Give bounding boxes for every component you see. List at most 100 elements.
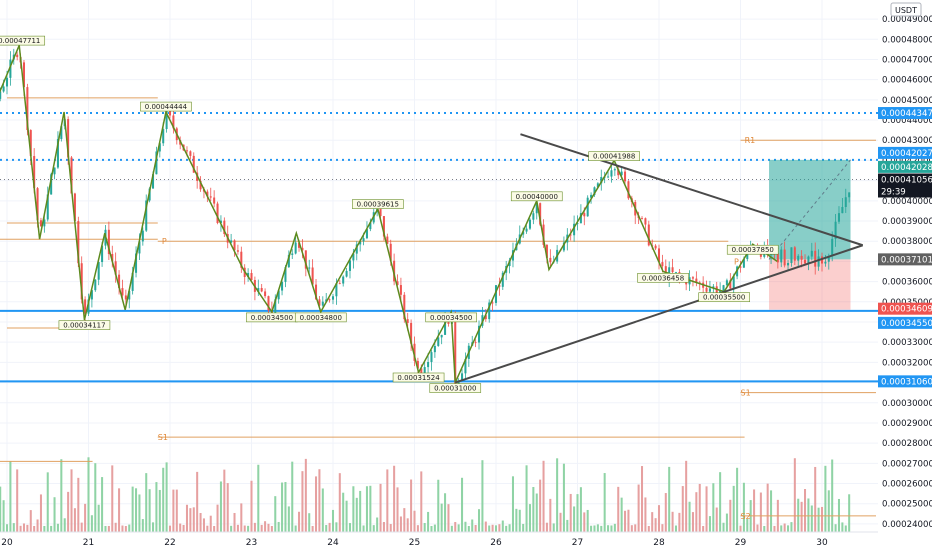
y-tick-label: 0.00029000 <box>882 419 932 429</box>
volume-bar <box>114 522 117 532</box>
volume-bar <box>556 458 559 532</box>
volume-bar <box>250 480 253 532</box>
pivot-label-box <box>140 101 192 112</box>
candle-body <box>56 138 59 168</box>
candle-body <box>545 244 548 258</box>
candle-body <box>304 250 307 269</box>
volume-bar <box>135 488 138 532</box>
candle-body <box>590 194 593 198</box>
x-tick-label: 29 <box>735 538 747 548</box>
candle-body <box>67 119 70 158</box>
candle-body <box>586 197 589 217</box>
volume-bar <box>804 489 807 532</box>
drawings[interactable] <box>0 45 864 384</box>
volume-bar <box>236 524 239 532</box>
candle-body <box>783 249 786 266</box>
volume-bar <box>172 489 175 532</box>
candle-body <box>352 253 355 261</box>
volume-bar <box>848 494 851 532</box>
candle-body <box>321 301 324 306</box>
price-tag <box>878 302 932 315</box>
volume-bar <box>600 525 603 532</box>
candle-body <box>87 299 90 314</box>
volume-bar <box>233 512 236 532</box>
candle-body <box>26 87 29 131</box>
candle-body <box>569 234 572 236</box>
candle-body <box>291 253 294 255</box>
pivot-label-box <box>0 35 46 46</box>
candle-body <box>610 170 613 177</box>
volume-bar <box>522 523 525 532</box>
volume-bar <box>729 499 732 532</box>
price-tag <box>878 173 932 186</box>
price-tags: 0.00044347 0.00042027 0.00042028 0.00041056… <box>878 107 932 388</box>
candle-body <box>708 288 711 292</box>
volume-bar <box>583 512 586 532</box>
currency-badge[interactable]: USDT <box>890 2 922 17</box>
candle-body <box>135 253 138 273</box>
level-label: S1 <box>741 389 751 398</box>
candle-body <box>236 250 239 252</box>
volume-bar <box>542 460 545 532</box>
volume-bar <box>719 472 722 532</box>
volume-bar <box>562 463 565 532</box>
candle-body <box>474 342 477 344</box>
volume-bar <box>185 504 188 532</box>
volume-bar <box>50 525 53 532</box>
candle-body <box>189 151 192 156</box>
volume-bar <box>331 509 335 532</box>
volume-bar <box>372 525 375 532</box>
candle-body <box>233 240 236 251</box>
volume-bar <box>355 497 358 532</box>
candle-body <box>216 203 219 223</box>
candle-body <box>478 325 481 343</box>
candle-body <box>562 242 565 251</box>
candle-body <box>661 262 664 267</box>
volume-bar <box>573 506 576 532</box>
candle-body <box>60 126 63 139</box>
volume-bars <box>0 457 851 532</box>
volume-bar <box>820 506 824 532</box>
volume-bar <box>342 492 345 532</box>
candle-body <box>124 295 127 300</box>
candle-body <box>624 171 627 182</box>
y-tick-label: 0.00046000 <box>882 76 932 86</box>
volume-bar <box>505 525 508 532</box>
volume-bar <box>501 520 504 532</box>
candle-body <box>488 302 491 320</box>
candle-body <box>0 91 2 99</box>
candle-body <box>423 367 426 374</box>
candle-body <box>223 220 226 235</box>
candle-body <box>576 223 579 225</box>
volume-bar <box>155 482 158 532</box>
volume-bar <box>9 461 12 532</box>
candle-body <box>705 287 708 292</box>
position-box[interactable] <box>768 159 851 310</box>
candle-body <box>152 174 155 189</box>
candle-body <box>494 285 498 303</box>
price-axis[interactable]: 0.00024000 0.00025000 0.00026000 0.00027000… <box>878 0 932 532</box>
price-tag <box>878 107 932 120</box>
volume-bar <box>674 525 677 532</box>
candle-body <box>199 180 202 190</box>
candle-body <box>165 107 168 130</box>
volume-bar <box>834 524 837 532</box>
volume-bar <box>552 523 555 532</box>
candle-body <box>22 62 25 88</box>
candle-body <box>73 193 76 222</box>
candle-body <box>219 220 222 223</box>
volume-bar <box>488 525 491 532</box>
candle-body <box>787 262 790 266</box>
time-axis[interactable]: 20 21 22 23 24 25 26 27 28 29 30 <box>0 531 932 550</box>
candle-body <box>389 243 392 261</box>
candle-body <box>311 267 314 285</box>
price-tag-label: 0.00042027 <box>881 149 932 159</box>
volume-bar <box>104 525 107 532</box>
candle-body <box>617 169 620 176</box>
volume-bar <box>43 525 46 532</box>
candle-body <box>46 194 49 220</box>
candle-body <box>264 291 267 297</box>
candle-body <box>240 251 243 268</box>
candle-body <box>742 259 745 268</box>
